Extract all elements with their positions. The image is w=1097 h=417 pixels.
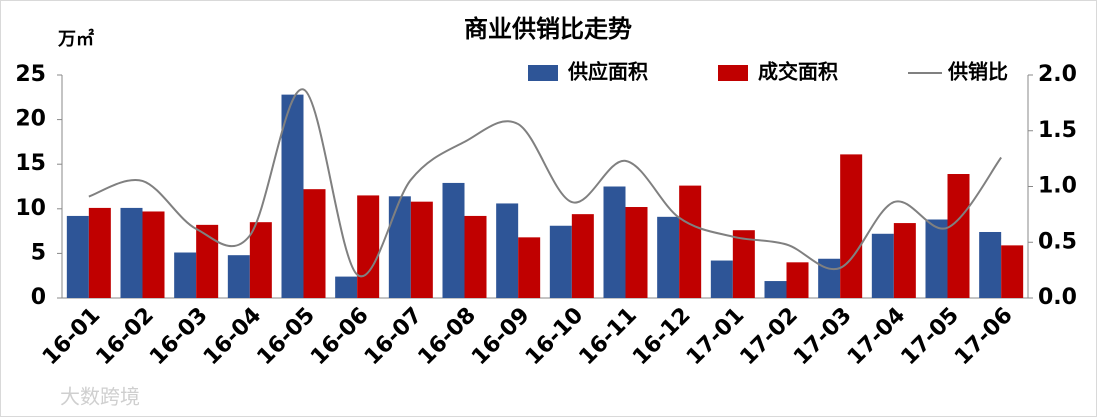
bar: [120, 207, 143, 298]
y-tick-label: 5: [31, 240, 46, 265]
bar: [925, 219, 948, 298]
watermark: 大数跨境: [60, 385, 140, 409]
bar: [679, 185, 702, 298]
line: [88, 88, 1002, 278]
bar: [549, 225, 572, 298]
bar: [227, 255, 250, 298]
legend-label: 成交面积: [758, 60, 838, 84]
bar: [496, 203, 519, 298]
bar: [657, 216, 680, 298]
bar: [335, 276, 358, 298]
bar: [979, 231, 1002, 298]
bar: [732, 230, 755, 298]
bar: [625, 207, 648, 298]
bar: [410, 201, 433, 298]
y2-tick-label: 2.0: [1038, 62, 1077, 87]
legend-label: 供应面积: [567, 60, 648, 84]
bar: [442, 182, 465, 298]
bar: [603, 186, 626, 298]
y2-tick-label: 0.0: [1038, 285, 1077, 310]
bar: [142, 211, 165, 298]
y2-tick-label: 0.5: [1038, 229, 1077, 254]
bar: [764, 281, 787, 298]
y2-tick-label: 1.5: [1038, 118, 1077, 143]
bar: [281, 94, 304, 299]
bar: [303, 189, 326, 298]
y-tick-label: 15: [15, 151, 46, 176]
y-tick-label: 20: [15, 107, 46, 132]
y-tick-label: 0: [31, 285, 46, 310]
legend-label: 供销比: [947, 60, 1008, 84]
legend-swatch: [718, 65, 748, 81]
bar: [388, 196, 411, 298]
bar: [893, 223, 916, 298]
bar: [249, 222, 272, 298]
bar: [571, 214, 594, 298]
bar: [196, 224, 219, 298]
bar: [66, 215, 89, 298]
bar: [518, 237, 541, 298]
bar: [88, 207, 111, 298]
legend-swatch: [528, 65, 558, 81]
bar: [840, 154, 863, 298]
bar: [786, 262, 809, 298]
y-axis-unit: 万㎡: [57, 28, 94, 50]
bar: [464, 215, 487, 298]
bar: [871, 233, 894, 298]
bar: [357, 195, 380, 298]
bar: [1001, 245, 1024, 298]
bar: [174, 252, 197, 298]
bar: [710, 260, 733, 298]
y2-tick-label: 1.0: [1038, 174, 1077, 199]
bar: [947, 174, 970, 298]
chart-title: 商业供销比走势: [464, 15, 632, 43]
y-tick-label: 25: [15, 62, 46, 87]
y-tick-label: 10: [15, 196, 46, 221]
